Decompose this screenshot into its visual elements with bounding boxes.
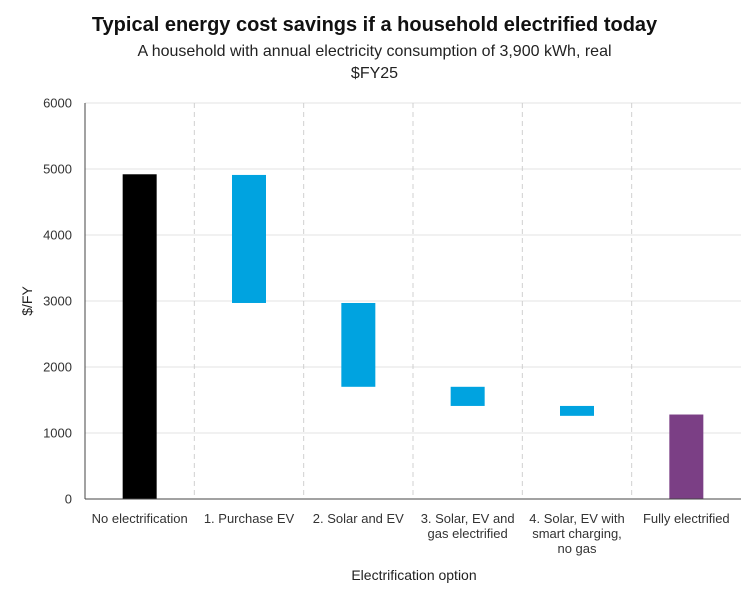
bar-saving bbox=[450, 386, 485, 406]
chart-subtitle-line-2: $FY25 bbox=[350, 65, 399, 82]
bar-saving bbox=[232, 174, 266, 303]
x-tick-label: 3. Solar, EV and gas electrified bbox=[421, 511, 515, 541]
x-tick-label-line: Fully electrified bbox=[643, 511, 730, 526]
y-axis-title: $/FY bbox=[19, 286, 35, 316]
bar-saving bbox=[560, 405, 594, 416]
bar-total bbox=[122, 174, 157, 499]
axes bbox=[84, 103, 741, 500]
gridlines bbox=[85, 102, 741, 499]
x-tick-label: Fully electrified bbox=[643, 511, 730, 526]
x-tick-label-line: No electrification bbox=[92, 511, 188, 526]
chart-title: Typical energy cost savings if a househo… bbox=[91, 14, 658, 36]
y-tick-label: 6000 bbox=[43, 96, 72, 111]
x-tick-label: 1. Purchase EV bbox=[204, 511, 295, 526]
x-tick-label-line: 1. Purchase EV bbox=[204, 511, 295, 526]
bar-group bbox=[122, 174, 704, 499]
x-tick-label-line: 2. Solar and EV bbox=[313, 511, 404, 526]
x-tick-label: No electrification bbox=[92, 511, 188, 526]
y-tick-labels: 0 1000 2000 3000 4000 5000 6000 bbox=[43, 96, 72, 507]
bar-total bbox=[669, 414, 704, 499]
y-tick-label: 5000 bbox=[43, 162, 72, 177]
x-tick-labels: No electrification 1. Purchase EV 2. Solar… bbox=[92, 511, 730, 556]
y-tick-label: 4000 bbox=[43, 228, 72, 243]
x-tick-label-line: 3. Solar, EV and bbox=[421, 511, 515, 526]
y-tick-label: 2000 bbox=[43, 360, 72, 375]
chart-subtitle: A household with annual electricity cons… bbox=[80, 41, 669, 85]
x-tick-label: 2. Solar and EV bbox=[313, 511, 404, 526]
y-tick-label: 0 bbox=[65, 492, 72, 507]
x-tick-label-line: no gas bbox=[557, 541, 597, 556]
y-tick-label: 3000 bbox=[43, 294, 72, 309]
bar-saving bbox=[341, 302, 376, 387]
y-tick-label: 1000 bbox=[43, 426, 72, 441]
x-tick-label: 4. Solar, EV with smart charging, no gas bbox=[529, 511, 624, 556]
x-tick-label-line: smart charging, bbox=[532, 526, 622, 541]
x-tick-label-line: gas electrified bbox=[428, 526, 508, 541]
x-axis-title: Electrification option bbox=[351, 567, 476, 583]
x-tick-label-line: 4. Solar, EV with bbox=[529, 511, 624, 526]
chart-subtitle-line-1: A household with annual electricity cons… bbox=[137, 43, 612, 60]
